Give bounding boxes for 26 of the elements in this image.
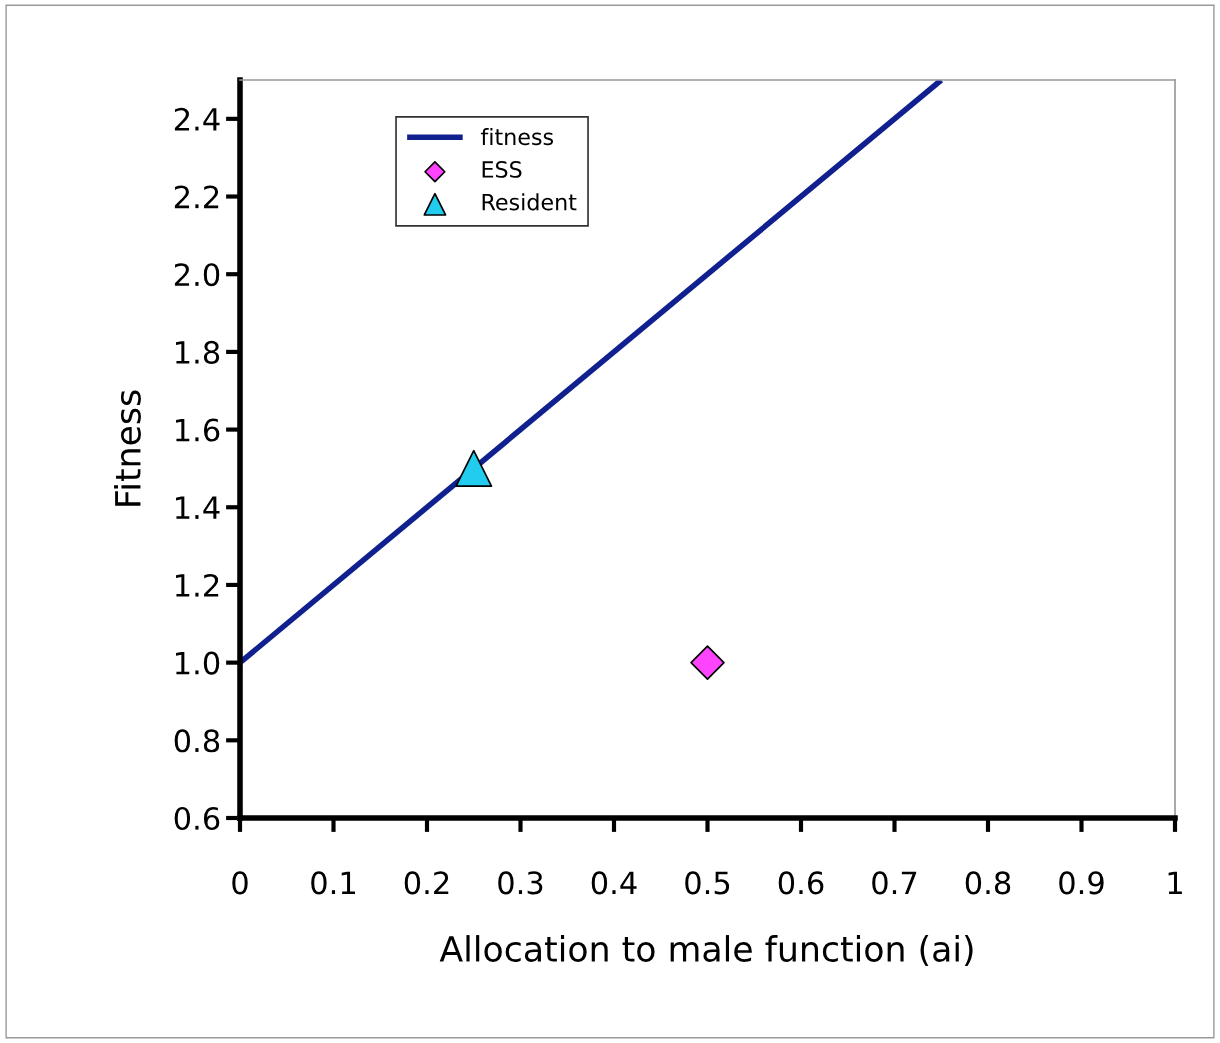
- y-tick-label: 1.0: [176, 651, 220, 675]
- y-tick-label: 0.8: [174, 729, 220, 753]
- y-tick-label: 2.0: [174, 263, 220, 287]
- y-tick-label: 1.6: [176, 418, 220, 442]
- x-tick-label: 0.4: [591, 871, 637, 895]
- legend-label: Resident: [482, 193, 577, 211]
- y-tick-label: 2.2: [174, 185, 219, 209]
- x-tick-label: 0.8: [965, 871, 1011, 895]
- x-tick-label: 0.1: [311, 871, 355, 895]
- y-axis-title: Fitness: [114, 390, 141, 506]
- x-axis-title: Allocation to male function (ai): [439, 935, 973, 967]
- x-tick-label: 1: [1168, 871, 1182, 894]
- y-tick-label: 1.8: [176, 340, 220, 364]
- legend-label: fitness: [480, 128, 554, 146]
- y-tick-label: 1.2: [176, 573, 219, 597]
- x-tick-label: 0.5: [685, 871, 730, 895]
- x-tick-label: 0.2: [404, 871, 449, 895]
- y-tick-label: 0.6: [174, 806, 220, 831]
- y-tick-label: 2.4: [174, 107, 220, 131]
- x-tick-label: 0: [232, 871, 248, 895]
- x-tick-label: 0.7: [872, 871, 917, 895]
- x-tick-label: 0.3: [498, 871, 543, 895]
- x-tick-label: 0.6: [778, 871, 824, 895]
- y-tick-label: 1.4: [176, 496, 220, 519]
- x-tick-label: 0.9: [1059, 871, 1104, 895]
- legend-label: ESS: [482, 161, 522, 178]
